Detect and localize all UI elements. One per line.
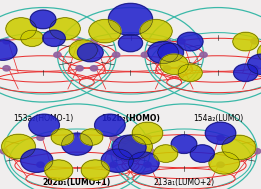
Circle shape — [248, 54, 261, 74]
Text: 153a₂(HOMO-1): 153a₂(HOMO-1) — [13, 114, 73, 123]
Circle shape — [148, 41, 179, 64]
Circle shape — [51, 129, 74, 145]
Circle shape — [112, 135, 146, 160]
Circle shape — [110, 162, 117, 167]
Circle shape — [101, 149, 133, 172]
Circle shape — [118, 34, 143, 52]
Text: 213a₁(LUMO+2): 213a₁(LUMO+2) — [153, 178, 215, 187]
Circle shape — [178, 39, 185, 44]
Circle shape — [43, 30, 65, 46]
Circle shape — [178, 66, 185, 71]
Circle shape — [132, 122, 163, 144]
Circle shape — [205, 122, 236, 144]
Circle shape — [108, 3, 153, 35]
Circle shape — [222, 135, 256, 160]
Circle shape — [50, 18, 80, 40]
Circle shape — [90, 39, 98, 44]
Circle shape — [200, 52, 207, 57]
Circle shape — [217, 135, 224, 140]
Circle shape — [0, 149, 8, 154]
Circle shape — [257, 41, 261, 64]
Text: 202b₁(LUMO+1): 202b₁(LUMO+1) — [43, 178, 111, 187]
Circle shape — [37, 135, 44, 140]
Circle shape — [110, 135, 117, 140]
Circle shape — [107, 149, 115, 154]
Circle shape — [158, 43, 183, 62]
Circle shape — [234, 64, 258, 81]
Circle shape — [144, 135, 151, 140]
Circle shape — [144, 162, 151, 167]
Text: 154a₂(LUMO): 154a₂(LUMO) — [193, 114, 243, 123]
Circle shape — [54, 52, 61, 57]
Circle shape — [37, 162, 44, 167]
Circle shape — [128, 152, 159, 174]
Circle shape — [3, 66, 10, 71]
Circle shape — [160, 54, 188, 74]
Circle shape — [3, 39, 10, 44]
Circle shape — [190, 145, 214, 162]
Circle shape — [69, 40, 97, 60]
Circle shape — [163, 39, 171, 44]
Circle shape — [209, 152, 240, 174]
Circle shape — [0, 40, 17, 60]
Circle shape — [178, 64, 202, 81]
Circle shape — [140, 19, 172, 43]
Circle shape — [80, 129, 103, 145]
Circle shape — [163, 66, 171, 71]
Circle shape — [94, 114, 125, 136]
Circle shape — [112, 52, 120, 57]
Circle shape — [253, 149, 261, 154]
Circle shape — [81, 160, 109, 180]
Text: 162b₂(HOMO): 162b₂(HOMO) — [101, 114, 160, 123]
Circle shape — [6, 18, 37, 40]
Circle shape — [171, 135, 197, 153]
Circle shape — [118, 134, 152, 159]
Circle shape — [154, 145, 178, 162]
Circle shape — [30, 10, 56, 29]
Circle shape — [76, 39, 83, 44]
Circle shape — [89, 19, 121, 43]
Circle shape — [45, 160, 73, 180]
Circle shape — [76, 66, 83, 71]
Circle shape — [217, 162, 224, 167]
Circle shape — [21, 149, 53, 172]
Circle shape — [2, 134, 35, 159]
Circle shape — [141, 52, 149, 57]
Circle shape — [251, 39, 258, 44]
Circle shape — [233, 32, 259, 51]
Circle shape — [78, 43, 103, 62]
Circle shape — [62, 133, 92, 155]
Circle shape — [177, 32, 203, 51]
Circle shape — [29, 114, 60, 136]
Circle shape — [251, 66, 258, 71]
Circle shape — [90, 66, 98, 71]
Circle shape — [146, 149, 154, 154]
Circle shape — [21, 30, 43, 46]
